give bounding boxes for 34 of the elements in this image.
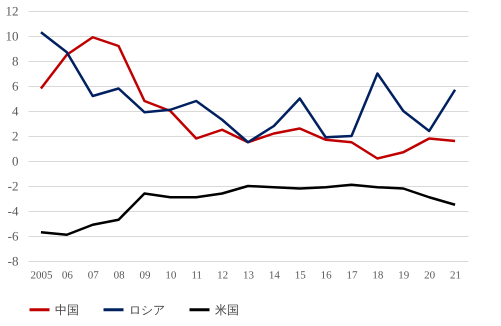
x-tick-label: 14	[268, 270, 280, 282]
y-tick-label: -2	[8, 178, 18, 194]
x-tick-label: 2005	[30, 270, 53, 282]
x-tick-label: 19	[398, 270, 410, 282]
y-tick-label: 4	[12, 104, 19, 118]
x-tick-label: 20	[424, 270, 436, 282]
y-tick-label: -4	[8, 204, 19, 218]
y-tick-label: -8	[8, 254, 18, 268]
y-tick-label: -6	[8, 228, 19, 244]
x-tick-label: 08	[114, 270, 126, 282]
y-tick-label: 0	[12, 154, 18, 168]
x-tick-label: 07	[88, 270, 100, 282]
x-tick-label: 17	[346, 270, 358, 282]
x-tick-label: 15	[294, 270, 306, 282]
y-tick-label: 2	[12, 128, 18, 144]
x-tick-label: 21	[450, 270, 462, 282]
x-tick-label: 13	[243, 270, 254, 282]
legend-label: 中国	[55, 302, 79, 317]
x-tick-label: 12	[217, 270, 228, 282]
x-tick-label: 18	[372, 270, 384, 282]
line-series	[40, 31, 456, 144]
line-series	[40, 36, 456, 160]
y-tick-label: 10	[6, 28, 18, 44]
y-tick-label: 12	[6, 4, 18, 18]
x-tick-label: 16	[320, 270, 332, 282]
line-series	[40, 184, 456, 236]
y-tick-label: 8	[12, 54, 18, 68]
x-tick-label: 10	[165, 270, 177, 282]
legend-label: 米国	[215, 302, 239, 317]
x-tick-label: 09	[139, 270, 151, 282]
legend-label: ロシア	[129, 302, 165, 317]
x-tick-label: 06	[62, 270, 74, 282]
x-tick-label: 11	[191, 270, 202, 282]
y-tick-label: 6	[12, 78, 19, 94]
